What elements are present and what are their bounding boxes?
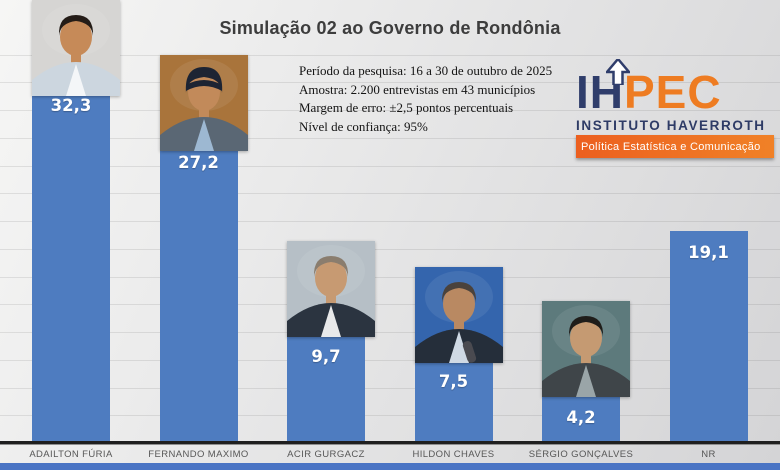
x-axis-line — [0, 441, 780, 445]
gridline — [0, 137, 780, 139]
footer-strip — [0, 463, 780, 470]
bar: 27,2 — [159, 141, 238, 443]
candidate-photo — [414, 266, 503, 363]
bar: 7,5 — [414, 359, 493, 443]
candidate-photo — [287, 241, 375, 338]
bar-value-label: 4,2 — [566, 408, 596, 428]
gridline — [0, 415, 780, 417]
bar: 32,3 — [32, 84, 110, 443]
gridline — [0, 221, 780, 222]
gridline — [0, 110, 780, 111]
bar: 19,1 — [669, 230, 748, 443]
gridline — [0, 359, 780, 361]
gridline — [0, 193, 780, 195]
category-label: SÉRGIO GONÇALVES — [528, 449, 634, 460]
bar-value-label: 27,2 — [178, 153, 219, 173]
gridline — [0, 165, 780, 167]
gridline — [0, 304, 780, 306]
ihpec-logo: IHPEC INSTITUTO HAVERROTH Política Estat… — [576, 59, 776, 158]
category-label: ACIR GURGACZ — [287, 449, 365, 460]
category-label: FERNANDO MAXIMO — [148, 449, 249, 460]
candidate-photo — [32, 0, 120, 97]
bar-value-label: 7,5 — [438, 371, 469, 391]
category-label: NR — [701, 449, 716, 460]
arrow-up-icon — [606, 59, 630, 85]
gridline — [0, 387, 780, 389]
bar-value-label: 32,3 — [50, 96, 92, 116]
gridline — [0, 332, 780, 333]
logo-acronym-pec: PEC — [624, 66, 722, 118]
category-label: HILDON CHAVES — [412, 449, 495, 460]
survey-info: Período da pesquisa: 16 a 30 de outubro … — [299, 62, 579, 136]
info-line-margin: Margem de erro: ±2,5 pontos percentuais — [299, 100, 514, 115]
bar-value-label: 9,7 — [311, 347, 341, 367]
bar: 9,7 — [287, 335, 365, 443]
gridline — [0, 82, 780, 84]
bar-value-label: 19,1 — [688, 242, 729, 262]
gridline — [0, 54, 780, 56]
logo-acronym: IHPEC — [576, 59, 776, 118]
logo-tagline: Política Estatística e Comunicação — [581, 141, 761, 153]
candidate-photo — [542, 301, 630, 398]
category-label: ADAILTON FÚRIA — [29, 449, 113, 460]
chart-title: Simulação 02 ao Governo de Rondônia — [219, 18, 561, 38]
gridline — [0, 276, 780, 278]
bar: 4,2 — [542, 396, 620, 443]
gridline — [0, 248, 780, 250]
logo-tagline-banner: Política Estatística e Comunicação — [576, 135, 774, 158]
info-line-period: Período da pesquisa: 16 a 30 de outubro … — [299, 63, 553, 78]
logo-institute-name: INSTITUTO HAVERROTH — [576, 118, 766, 133]
info-line-confidence: Nível de confiança: 95% — [299, 118, 428, 134]
info-line-sample: Amostra: 2.200 entrevistas em 43 municíp… — [299, 81, 536, 97]
candidate-photo — [159, 55, 248, 152]
